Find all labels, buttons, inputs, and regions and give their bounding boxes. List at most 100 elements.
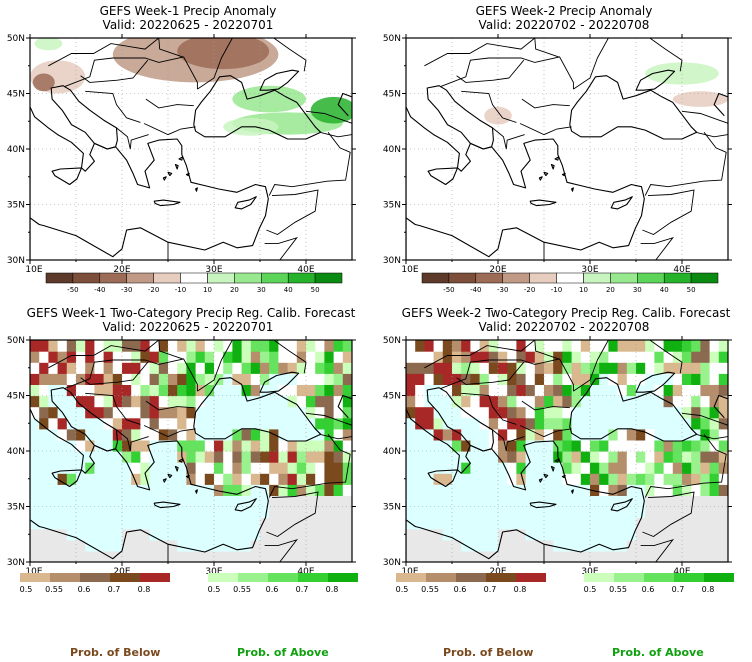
colorbar-swatch — [529, 272, 557, 284]
country-border — [649, 340, 683, 374]
country-border — [264, 538, 299, 562]
above-swatch — [614, 573, 644, 582]
coastline — [234, 498, 257, 512]
colorbar-swatch — [502, 272, 530, 284]
country-border — [456, 361, 525, 385]
island — [538, 176, 543, 181]
island — [561, 172, 566, 177]
lon-label: 30E — [581, 567, 598, 577]
lat-label: 45N — [383, 392, 401, 402]
coastline — [569, 75, 698, 140]
lat-label: 50N — [383, 336, 401, 346]
below-label: 0.8 — [514, 585, 527, 594]
coastline — [234, 196, 257, 210]
country-border — [519, 425, 572, 438]
probability-colorbar-week2: 0.5 0.55 0.6 0.7 0.8 0.5 0.55 0.6 0.7 0.8 — [396, 573, 734, 594]
country-border — [521, 98, 570, 109]
country-border — [80, 59, 149, 83]
colorbar-swatch — [556, 272, 584, 284]
country-border — [642, 189, 695, 236]
above-swatch — [268, 573, 298, 582]
country-border — [319, 131, 352, 138]
island — [167, 473, 173, 479]
coastline — [426, 85, 494, 150]
below-swatch — [426, 573, 456, 582]
colorbar-label: 20 — [606, 286, 615, 294]
country-border — [534, 38, 559, 58]
coastline — [427, 469, 459, 488]
country-border — [424, 340, 536, 369]
island — [550, 163, 555, 170]
country-border — [644, 434, 727, 498]
coastline — [153, 501, 181, 509]
country-border — [116, 127, 149, 150]
country-border — [424, 38, 536, 67]
below-swatch — [20, 573, 50, 582]
colorbar-swatch — [180, 272, 208, 284]
country-border — [681, 110, 728, 124]
colorbar-label: 20 — [230, 286, 239, 294]
below-label: 0.6 — [454, 585, 467, 594]
country-border — [48, 38, 160, 67]
colorbar-label: 10 — [203, 286, 212, 294]
prob-above-label-week1: Prob. of Above — [237, 646, 329, 659]
lat-label: 30N — [383, 558, 401, 568]
lon-label: 10E — [25, 265, 42, 275]
above-swatch — [298, 573, 328, 582]
panel4-title: GEFS Week-2 Two-Category Precip Reg. Cal… — [401, 306, 731, 320]
country-border — [519, 123, 572, 136]
country-border — [85, 90, 141, 123]
country-border — [695, 131, 728, 138]
above-label: 0.7 — [672, 585, 685, 594]
above-swatch — [644, 573, 674, 582]
country-border — [145, 98, 194, 109]
coastline — [427, 167, 459, 186]
country-border — [85, 392, 141, 425]
coastline — [635, 371, 676, 393]
colorbar-swatch — [663, 272, 692, 284]
coastline — [51, 469, 83, 488]
colorbar-swatch — [314, 272, 343, 284]
country-border — [305, 110, 352, 124]
coastline — [153, 199, 181, 207]
country-border — [197, 38, 233, 90]
colorbar-label: -20 — [148, 286, 159, 294]
colorbar-swatch — [610, 272, 638, 284]
colorbar-swatch — [234, 272, 262, 284]
above-label: 0.55 — [609, 585, 627, 594]
island — [543, 171, 549, 177]
above-label: 0.6 — [642, 585, 655, 594]
above-label: 0.5 — [584, 585, 597, 594]
colorbar-swatch — [207, 272, 235, 284]
country-border — [642, 491, 695, 538]
lon-label: 20E — [113, 567, 130, 577]
colorbar-label: -30 — [121, 286, 132, 294]
country-border — [63, 56, 198, 90]
island — [571, 187, 574, 192]
below-label: 0.5 — [20, 585, 33, 594]
colorbar-swatch — [421, 272, 450, 284]
colorbar-label: -10 — [175, 286, 186, 294]
country-border — [143, 123, 196, 136]
colorbar-swatch — [690, 272, 719, 284]
country-border — [266, 189, 319, 236]
below-label: 0.55 — [421, 585, 439, 594]
island — [174, 465, 179, 472]
country-border — [158, 340, 183, 360]
island — [185, 474, 190, 479]
probability-colorbar-week1: 0.5 0.55 0.6 0.7 0.8 0.5 0.55 0.6 0.7 0.8 — [20, 573, 358, 594]
below-label: 0.5 — [396, 585, 409, 594]
coastline — [259, 371, 300, 393]
colorbar-swatch — [72, 272, 101, 284]
panel2-valid: Valid: 20220702 - 20220708 — [478, 18, 650, 32]
lat-label: 50N — [383, 34, 401, 44]
lat-label: 30N — [7, 558, 25, 568]
above-swatch — [674, 573, 704, 582]
country-border — [273, 38, 307, 72]
lat-label: 40N — [7, 145, 25, 155]
coastline — [426, 387, 494, 452]
below-label: 0.55 — [45, 585, 63, 594]
